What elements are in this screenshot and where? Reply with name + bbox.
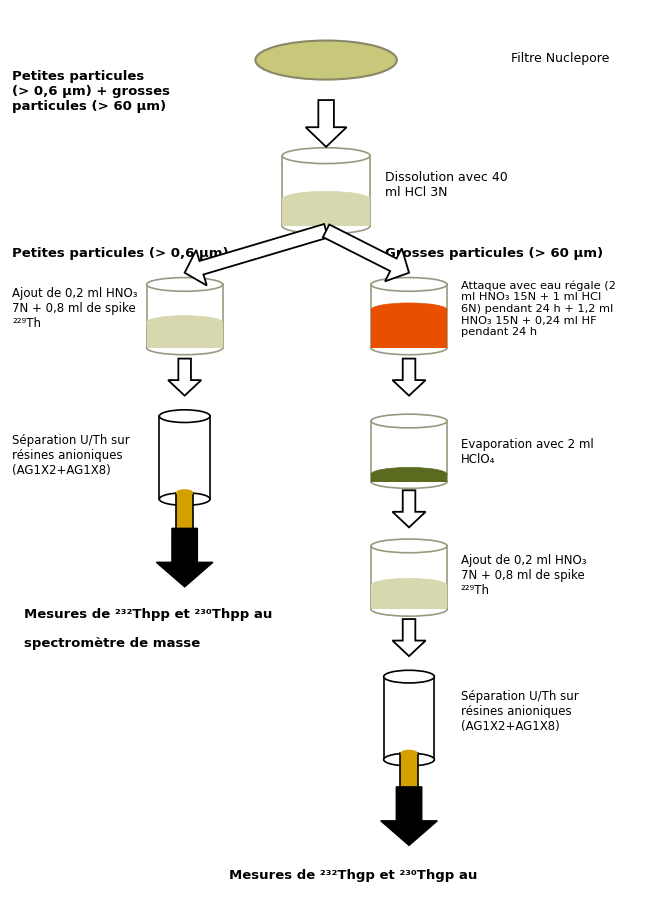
Ellipse shape xyxy=(371,475,447,489)
Ellipse shape xyxy=(147,341,223,355)
Polygon shape xyxy=(184,224,328,286)
Text: Attaque avec eau régale (2
ml HNO₃ 15N + 1 ml HCl
6N) pendant 24 h + 1,2 ml
HNO₃: Attaque avec eau régale (2 ml HNO₃ 15N +… xyxy=(461,280,615,337)
Polygon shape xyxy=(393,359,426,395)
Ellipse shape xyxy=(176,553,194,563)
Text: Dissolution avec 40
ml HCl 3N: Dissolution avec 40 ml HCl 3N xyxy=(385,171,508,199)
Bar xyxy=(371,585,447,609)
Polygon shape xyxy=(305,100,346,147)
Ellipse shape xyxy=(159,492,210,505)
Bar xyxy=(401,753,418,818)
Text: Petites particules (> 0,6 μm): Petites particules (> 0,6 μm) xyxy=(12,247,229,260)
Ellipse shape xyxy=(371,578,447,592)
Ellipse shape xyxy=(282,191,370,207)
Bar xyxy=(282,200,370,225)
Ellipse shape xyxy=(147,316,223,329)
Ellipse shape xyxy=(282,148,370,164)
Ellipse shape xyxy=(401,749,418,757)
Text: Séparation U/Th sur
résines anioniques
(AG1X2+AG1X8): Séparation U/Th sur résines anioniques (… xyxy=(461,690,578,734)
Ellipse shape xyxy=(371,341,447,355)
Bar xyxy=(371,474,447,481)
Ellipse shape xyxy=(371,468,447,481)
Text: Séparation U/Th sur
résines anioniques
(AG1X2+AG1X8): Séparation U/Th sur résines anioniques (… xyxy=(12,433,130,477)
Polygon shape xyxy=(381,787,438,845)
Ellipse shape xyxy=(383,670,434,683)
Ellipse shape xyxy=(401,813,418,823)
Text: Mesures de ²³²Thgp et ²³⁰Thgp au: Mesures de ²³²Thgp et ²³⁰Thgp au xyxy=(229,869,477,882)
Bar xyxy=(147,322,223,347)
Ellipse shape xyxy=(147,277,223,291)
Text: Filtre Nuclepore: Filtre Nuclepore xyxy=(512,52,610,65)
Ellipse shape xyxy=(383,753,434,766)
Ellipse shape xyxy=(159,410,210,422)
Text: Ajout de 0,2 ml HNO₃
7N + 0,8 ml de spike
²²⁹Th: Ajout de 0,2 ml HNO₃ 7N + 0,8 ml de spik… xyxy=(12,287,137,331)
Polygon shape xyxy=(393,619,426,656)
Polygon shape xyxy=(393,491,426,528)
Text: spectromètre de masse: spectromètre de masse xyxy=(24,637,200,650)
Bar xyxy=(371,310,447,347)
Ellipse shape xyxy=(371,602,447,616)
Ellipse shape xyxy=(282,218,370,234)
Text: Petites particules
(> 0,6 μm) + grosses
particules (> 60 μm): Petites particules (> 0,6 μm) + grosses … xyxy=(12,70,170,113)
Polygon shape xyxy=(157,529,213,587)
Ellipse shape xyxy=(371,539,447,553)
Text: Evaporation avec 2 ml
HClO₄: Evaporation avec 2 ml HClO₄ xyxy=(461,438,594,467)
Ellipse shape xyxy=(371,414,447,428)
Polygon shape xyxy=(168,359,201,395)
Ellipse shape xyxy=(176,489,194,496)
Text: Mesures de ²³²Thpp et ²³⁰Thpp au: Mesures de ²³²Thpp et ²³⁰Thpp au xyxy=(24,608,272,621)
Ellipse shape xyxy=(371,277,447,291)
Text: Ajout de 0,2 ml HNO₃
7N + 0,8 ml de spike
²²⁹Th: Ajout de 0,2 ml HNO₃ 7N + 0,8 ml de spik… xyxy=(461,553,586,597)
Bar xyxy=(176,492,194,558)
Ellipse shape xyxy=(371,303,447,317)
Text: Grosses particules (> 60 μm): Grosses particules (> 60 μm) xyxy=(385,247,603,260)
Polygon shape xyxy=(323,225,409,281)
Ellipse shape xyxy=(255,41,397,79)
